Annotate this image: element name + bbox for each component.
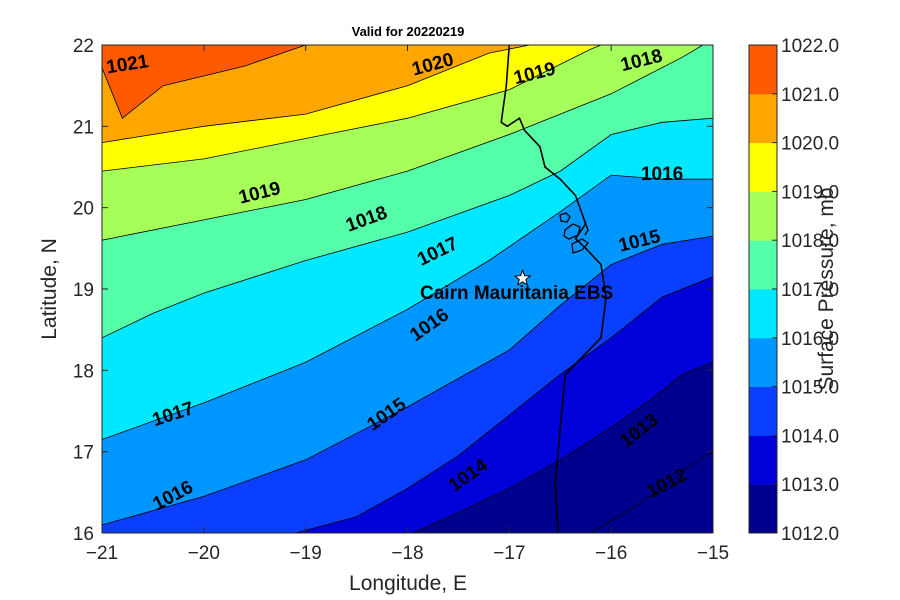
colorbar-swatch (749, 93, 777, 144)
colorbar-swatch (749, 337, 777, 388)
y-tick-label: 16 (73, 524, 94, 545)
colorbar-tick-label: 1013.0 (781, 475, 839, 496)
colorbar-tick-label: 1022.0 (781, 36, 839, 57)
banc-d-arguin-islands (559, 212, 589, 254)
chart-title: Valid for 20220219 (352, 24, 465, 39)
colorbar-tick-label: 1018.0 (781, 231, 839, 252)
contour-line-1013 (412, 361, 713, 533)
site-marker (513, 268, 532, 287)
y-axis-label: Latitude, N (38, 238, 61, 340)
colorbar-tick-label: 1020.0 (781, 134, 839, 155)
colorbar-tick-label: 1014.0 (781, 426, 839, 447)
colorbar-tick-label: 1016.0 (781, 329, 839, 350)
colorbar-swatch (749, 289, 777, 339)
contour-line-1019 (102, 45, 602, 172)
colorbar-tick-label: 1017.0 (781, 280, 839, 301)
contour-label-1016-2: 1016 (641, 164, 683, 185)
x-tick-label: −16 (595, 543, 627, 564)
contour-line-1014 (295, 276, 713, 533)
x-tick-label: −21 (86, 543, 118, 564)
y-axis: 16 17 18 19 20 21 22 (73, 36, 713, 545)
contour-line-1017 (102, 117, 713, 339)
colorbar-tick-label: 1015.0 (781, 378, 839, 399)
contour-line-1018 (102, 45, 704, 241)
x-tick-label: −17 (493, 543, 525, 564)
y-tick-label: 21 (73, 117, 94, 138)
colorbar-swatch (749, 142, 777, 192)
star-icon (513, 268, 532, 287)
colorbar-swatch (749, 240, 777, 290)
colorbar-label: Surface Pressure, mb (815, 187, 838, 390)
colorbar-swatch (749, 484, 777, 534)
contour-line-1016 (102, 174, 713, 440)
contour-line-1015 (102, 235, 713, 526)
y-tick-label: 17 (73, 443, 94, 464)
colorbar: 1012.0 1013.0 1014.0 1015.0 1016.0 1017.0 1018… (748, 36, 839, 545)
x-axis: −21 −20 −19 −18 −17 −16 −15 (86, 45, 729, 564)
colorbar-tick-label: 1019.0 (781, 182, 839, 203)
contour-line-1020 (102, 45, 530, 143)
colorbar-swatch (749, 45, 777, 95)
band-1012-1013 (412, 362, 713, 533)
contour-lines (102, 45, 713, 533)
y-tick-label: 22 (73, 36, 94, 57)
colorbar-swatch (749, 435, 777, 485)
x-axis-label: Longitude, E (349, 572, 467, 595)
coastline (500, 45, 607, 533)
x-tick-label: −18 (391, 543, 423, 564)
contour-line-1021 (102, 45, 306, 119)
x-tick-label: −19 (290, 543, 322, 564)
contour-line-1012 (590, 451, 713, 533)
colorbar-swatch (749, 386, 777, 436)
colorbar-swatch (749, 191, 777, 241)
colorbar-tick-label: 1012.0 (781, 524, 839, 545)
colorbar-tick-label: 1021.0 (781, 85, 839, 106)
pressure-fill-bands (102, 45, 713, 533)
plot-area: 1021 102010191019101810181017101710161016… (102, 45, 713, 533)
y-tick-label: 20 (73, 199, 94, 220)
site-label: Cairn Mauritania EBS (420, 283, 613, 304)
x-tick-label: −15 (697, 543, 729, 564)
y-tick-label: 18 (73, 361, 94, 382)
x-tick-label: −20 (188, 543, 220, 564)
y-tick-label: 19 (73, 280, 94, 301)
